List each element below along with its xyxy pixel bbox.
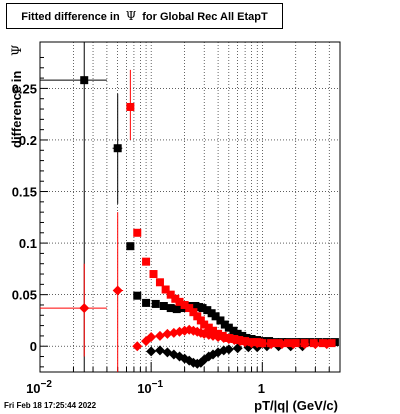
data-point-square <box>151 299 160 308</box>
data-point-square <box>198 304 207 313</box>
chart-title-psi: Ψ <box>125 9 137 23</box>
data-point-square <box>283 339 292 348</box>
plot-frame <box>39 41 341 373</box>
x-axis-label: pT/|q| (GeV/c) <box>254 398 338 413</box>
data-point-square <box>224 323 233 332</box>
data-point-square <box>220 320 229 329</box>
data-point-square <box>211 312 220 321</box>
y-tick-label: 0.15 <box>12 185 37 200</box>
y-tick-label: 0.2 <box>19 133 37 148</box>
data-point-square <box>142 257 151 266</box>
x-tick-exponent: −2 <box>41 379 53 390</box>
chart-title-part2: for Global Rec All EtapT <box>142 11 268 23</box>
data-point-square <box>155 278 164 287</box>
data-point-square <box>203 306 212 315</box>
data-point-diamond <box>162 328 173 339</box>
data-point-square <box>166 290 175 299</box>
y-tick-label: 0.05 <box>12 288 37 303</box>
data-point-square <box>196 316 205 325</box>
y-tick-label: 0.1 <box>19 236 37 251</box>
data-point-diamond <box>240 337 251 348</box>
data-point-square <box>172 305 181 314</box>
data-point-square <box>142 298 151 307</box>
y-axis-label-psi: Ψ <box>10 45 25 56</box>
data-point-diamond <box>252 338 263 349</box>
series-3 <box>40 212 332 372</box>
data-point-diamond <box>154 345 165 356</box>
x-tick-exponent: −1 <box>152 379 164 390</box>
data-point-diamond <box>146 346 157 357</box>
data-point-diamond <box>310 339 321 350</box>
data-point-square <box>238 331 247 340</box>
data-point-square <box>133 228 142 237</box>
data-point-diamond <box>288 339 299 350</box>
y-tick-label: 0.25 <box>12 81 37 96</box>
data-point-square <box>189 308 198 317</box>
data-point-square <box>133 291 142 300</box>
data-point-diamond <box>132 341 143 352</box>
data-point-square <box>233 329 242 338</box>
x-tick-label: 10−2 <box>26 379 52 396</box>
chart-title-part1: Fitted difference in <box>21 11 120 23</box>
data-point-square <box>159 302 168 310</box>
y-tick-label: 0 <box>30 339 37 354</box>
data-point-square <box>185 304 194 313</box>
data-point-square <box>327 339 336 348</box>
data-point-square <box>180 300 189 309</box>
y-axis-label-text: difference in <box>9 71 24 148</box>
y-axis-label: difference in Ψ <box>9 45 25 148</box>
data-point-diamond <box>223 344 234 355</box>
data-point-diamond <box>246 338 257 349</box>
marks <box>40 42 339 372</box>
data-point-square <box>149 270 158 279</box>
data-point-square <box>208 326 217 335</box>
data-point-square <box>80 76 89 85</box>
data-point-diamond <box>299 339 310 350</box>
data-point-diamond <box>154 330 165 341</box>
data-point-square <box>113 144 122 153</box>
data-point-square <box>204 323 213 332</box>
timestamp: Fri Feb 18 17:25:44 2022 <box>4 401 97 410</box>
data-point-square <box>229 326 238 335</box>
data-point-square <box>126 102 135 111</box>
data-point-square <box>171 294 180 303</box>
data-point-square <box>175 297 184 306</box>
data-point-diamond <box>257 338 268 349</box>
data-point-square <box>216 316 225 325</box>
data-point-square <box>126 242 135 251</box>
data-point-diamond <box>321 339 332 350</box>
x-tick-label: 10−1 <box>137 379 163 396</box>
data-point-square <box>318 339 327 348</box>
data-point-diamond <box>146 331 157 342</box>
data-point-square <box>200 320 209 329</box>
data-point-diamond <box>266 339 277 350</box>
data-point-diamond <box>112 285 123 296</box>
x-tick-label: 1 <box>258 381 265 396</box>
data-point-diamond <box>276 339 287 350</box>
data-point-square <box>193 312 202 321</box>
data-point-square <box>161 285 170 294</box>
data-point-square <box>166 304 175 313</box>
data-point-square <box>314 338 323 347</box>
data-point-diamond <box>79 303 90 314</box>
